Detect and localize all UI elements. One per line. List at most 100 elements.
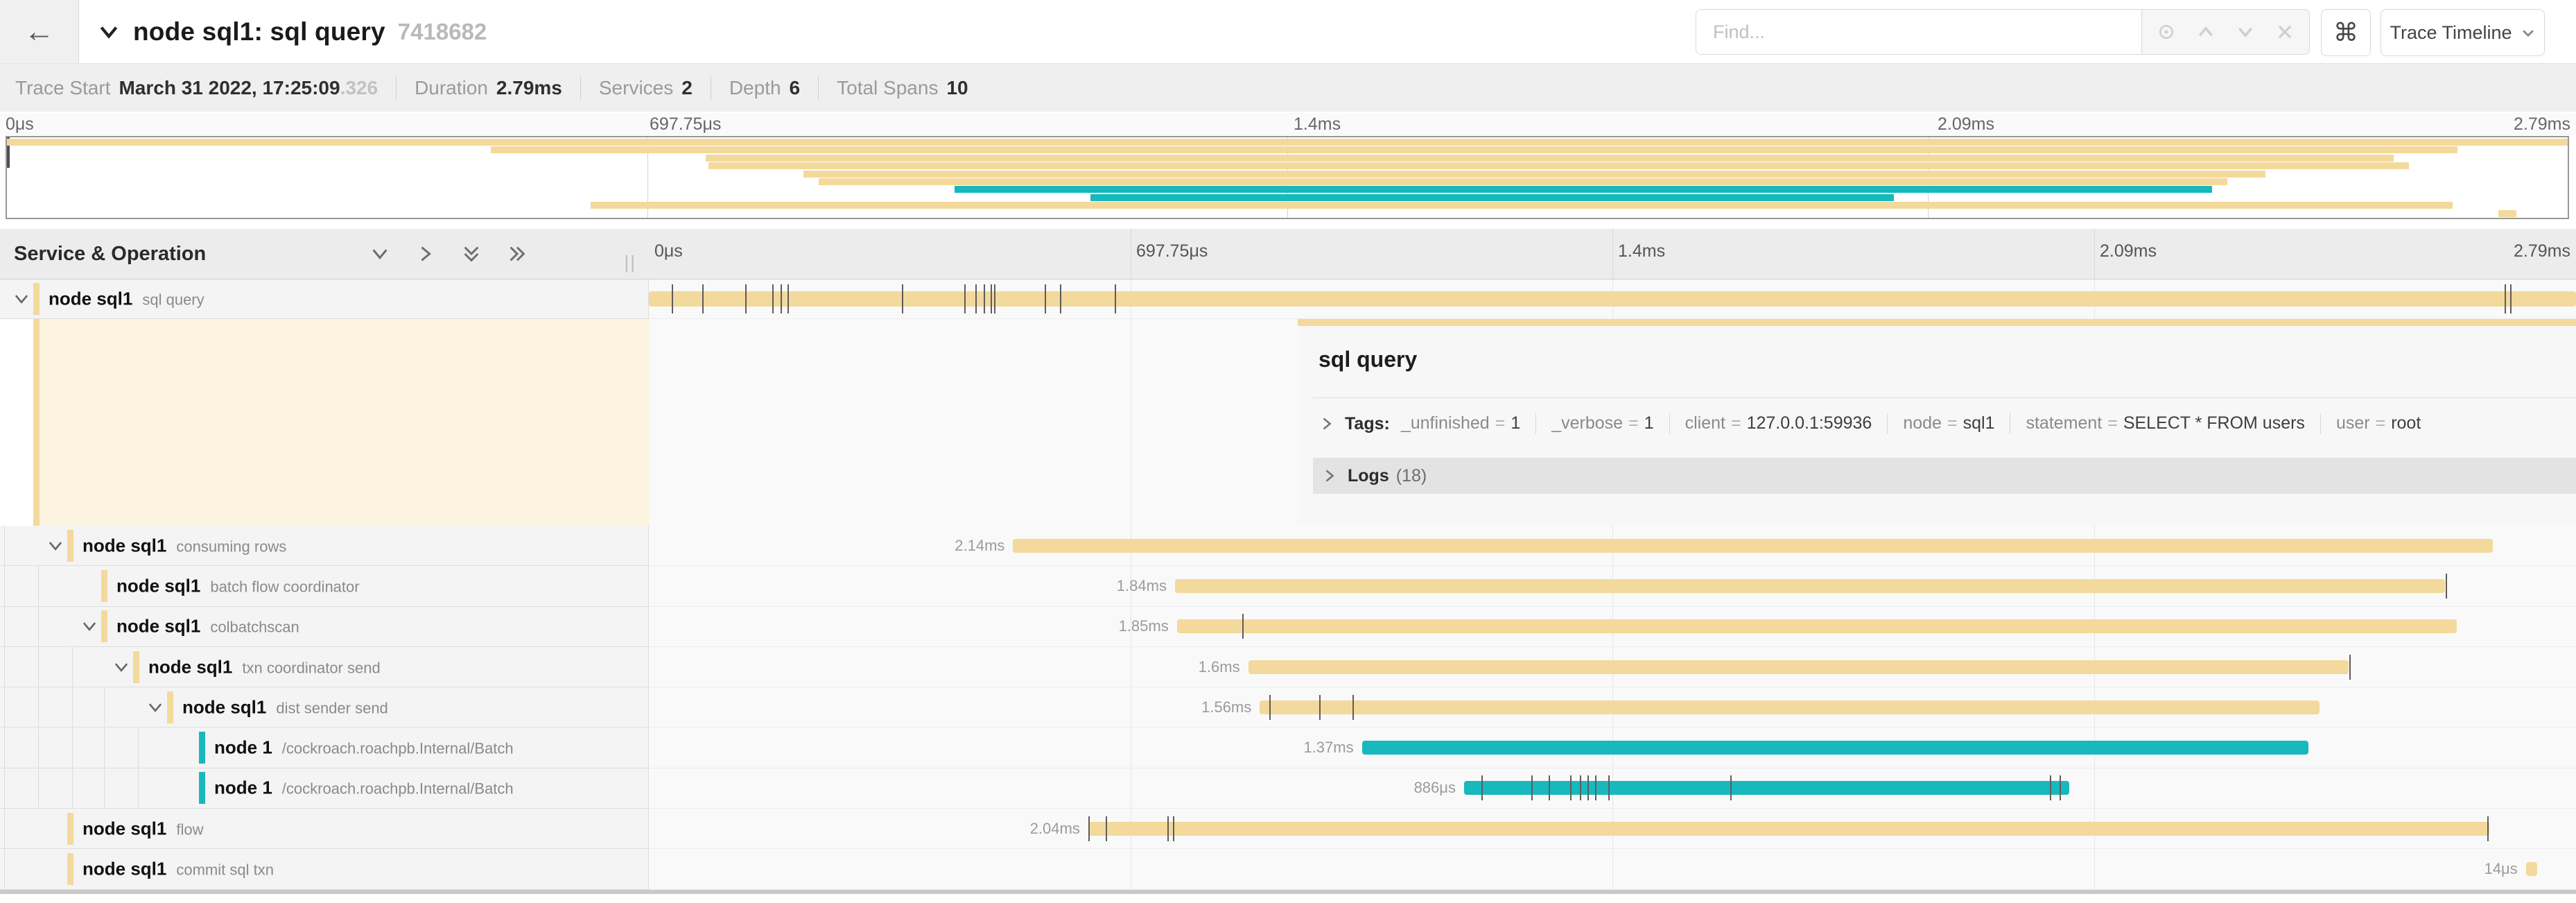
log-marker: [2505, 284, 2507, 313]
service-name[interactable]: node 1/cockroach.roachpb.Internal/Batch: [214, 777, 514, 798]
minimap-span-bar: [954, 186, 2212, 194]
expand-one-icon[interactable]: [415, 243, 436, 264]
log-marker: [745, 284, 747, 313]
expand-chevron-icon[interactable]: [80, 617, 98, 635]
span-timeline-row[interactable]: 2.04ms: [649, 809, 2576, 850]
timeline-minimap[interactable]: [6, 136, 2569, 219]
span-timeline-row[interactable]: 1.6ms: [649, 647, 2576, 688]
span-tree-row[interactable]: node sql1 commit sql txn: [0, 849, 648, 890]
service-name[interactable]: node sql1 consuming rows: [82, 535, 287, 556]
span-bar[interactable]: [1463, 781, 2069, 796]
span-tree-row[interactable]: node sql1 consuming rows: [0, 526, 648, 567]
tree-indent-guide: [104, 687, 105, 728]
service-name[interactable]: node 1/cockroach.roachpb.Internal/Batch: [214, 737, 514, 758]
collapse-all-icon[interactable]: [461, 243, 482, 264]
span-timeline-row[interactable]: 1.37ms: [649, 728, 2576, 768]
span-tree-row[interactable]: node sql1 flow: [0, 809, 648, 850]
tree-indent-guide: [4, 728, 5, 768]
tree-indent-guide: [4, 646, 5, 687]
span-tree-row[interactable]: node sql1 colbatchscan: [0, 606, 648, 647]
span-bar[interactable]: [1260, 700, 2320, 714]
tree-indent-guide: [38, 687, 39, 728]
find-prev-icon[interactable]: [2191, 11, 2221, 53]
tags-toggle[interactable]: Tags: _unfinished = 1 _verbose = 1 client = 127.…: [1319, 413, 2421, 435]
span-timeline-row[interactable]: [649, 280, 2576, 319]
expand-all-icon[interactable]: [507, 243, 528, 264]
operation-name: commit sql txn: [176, 861, 274, 879]
minimap-span-bar: [803, 170, 2266, 178]
log-marker: [1549, 775, 1551, 801]
span-timeline-row[interactable]: 2.14ms: [649, 526, 2576, 567]
expand-chevron-icon[interactable]: [46, 537, 64, 555]
summary-divider: [818, 76, 819, 100]
span-bar[interactable]: [1248, 660, 2349, 674]
find-next-icon[interactable]: [2230, 11, 2261, 53]
time-tick-label: 1.4ms: [1294, 114, 1341, 134]
span-duration-label: 1.37ms: [1303, 739, 1354, 757]
span-bar[interactable]: [649, 291, 2576, 307]
summary-divider: [396, 76, 397, 100]
back-button[interactable]: ←: [0, 0, 79, 63]
chevron-right-icon: [1325, 470, 1334, 482]
logs-toggle[interactable]: Logs (18): [1313, 458, 2576, 494]
span-tree-row[interactable]: node sql1 txn coordinator send: [0, 646, 648, 688]
span-bar[interactable]: [2525, 862, 2538, 877]
service-name[interactable]: node sql1 colbatchscan: [116, 615, 299, 637]
panel-resize-grip[interactable]: ||: [624, 252, 636, 273]
span-timeline-row[interactable]: 1.56ms: [649, 687, 2576, 728]
expand-chevron-icon[interactable]: [112, 658, 130, 676]
timeline-ruler[interactable]: 0μs 697.75μs 1.4ms 2.09ms 2.79ms: [649, 229, 2576, 280]
operation-name: /cockroach.roachpb.Internal/Batch: [281, 739, 514, 757]
clear-find-icon[interactable]: [2270, 11, 2300, 53]
log-marker: [671, 284, 673, 313]
span-timeline-row[interactable]: 14μs: [649, 849, 2576, 890]
collapse-trace-chevron-icon[interactable]: [97, 20, 121, 44]
log-marker: [702, 284, 704, 313]
summary-label: Trace Start: [15, 76, 111, 98]
find-input[interactable]: [1712, 20, 2101, 44]
service-operation-title: Service & Operation: [14, 242, 207, 265]
span-bar[interactable]: [1174, 578, 2445, 593]
span-tree-row[interactable]: node sql1 batch flow coordinator: [0, 566, 648, 607]
ruler-gridline: [1612, 229, 1613, 279]
span-bar[interactable]: [1088, 821, 2489, 836]
service-name[interactable]: node sql1 txn coordinator send: [148, 656, 381, 678]
log-marker: [2349, 654, 2351, 680]
summary-label: Services: [598, 76, 674, 98]
span-timeline-row[interactable]: 1.85ms: [649, 607, 2576, 647]
span-duration-label: 1.6ms: [1198, 657, 1240, 676]
log-marker: [902, 284, 904, 313]
top-bar: ← node sql1: sql query 7418682 ⌘ Trace T…: [0, 0, 2576, 64]
service-name[interactable]: node sql1 dist sender send: [182, 696, 388, 718]
service-name[interactable]: node sql1 batch flow coordinator: [116, 575, 360, 596]
span-tree-row[interactable]: node sql1 dist sender send: [0, 687, 648, 728]
span-tree-row[interactable]: node 1/cockroach.roachpb.Internal/Batch: [0, 768, 648, 809]
span-bar[interactable]: [1013, 538, 2494, 553]
span-tree-row[interactable]: node sql1 sql query: [0, 280, 648, 319]
collapse-one-icon[interactable]: [369, 243, 390, 264]
log-marker: [787, 284, 789, 313]
log-marker: [1531, 775, 1533, 801]
locate-icon[interactable]: [2151, 11, 2182, 53]
span-detail-panel: sql query Service: node sql1 Duration: 2…: [1298, 319, 2576, 526]
tag-value: root: [2391, 413, 2421, 433]
span-bar[interactable]: [1176, 619, 2457, 634]
span-timeline-row[interactable]: 886μs: [649, 768, 2576, 809]
tag-value: 127.0.0.1:59936: [1746, 413, 1872, 433]
log-marker: [1269, 694, 1271, 720]
service-name[interactable]: node sql1 sql query: [49, 288, 204, 309]
service-name[interactable]: node sql1 flow: [82, 818, 204, 839]
service-name[interactable]: node sql1 commit sql txn: [82, 858, 274, 879]
trace-view-selector[interactable]: Trace Timeline: [2381, 9, 2545, 56]
service-operation-header: Service & Operation ||: [0, 229, 649, 280]
minimap-scrub-handle[interactable]: [7, 137, 10, 168]
span-bar[interactable]: [1361, 741, 2308, 755]
tree-indent-guide: [138, 728, 139, 768]
expand-chevron-icon[interactable]: [146, 698, 164, 716]
expand-chevron-icon[interactable]: [12, 290, 31, 308]
keyboard-shortcuts-button[interactable]: ⌘: [2321, 9, 2371, 56]
service-color-bar: [33, 283, 40, 315]
span-timeline-row[interactable]: 1.84ms: [649, 566, 2576, 607]
span-tree-row[interactable]: node 1/cockroach.roachpb.Internal/Batch: [0, 728, 648, 768]
tag-divider: [1535, 413, 1537, 435]
